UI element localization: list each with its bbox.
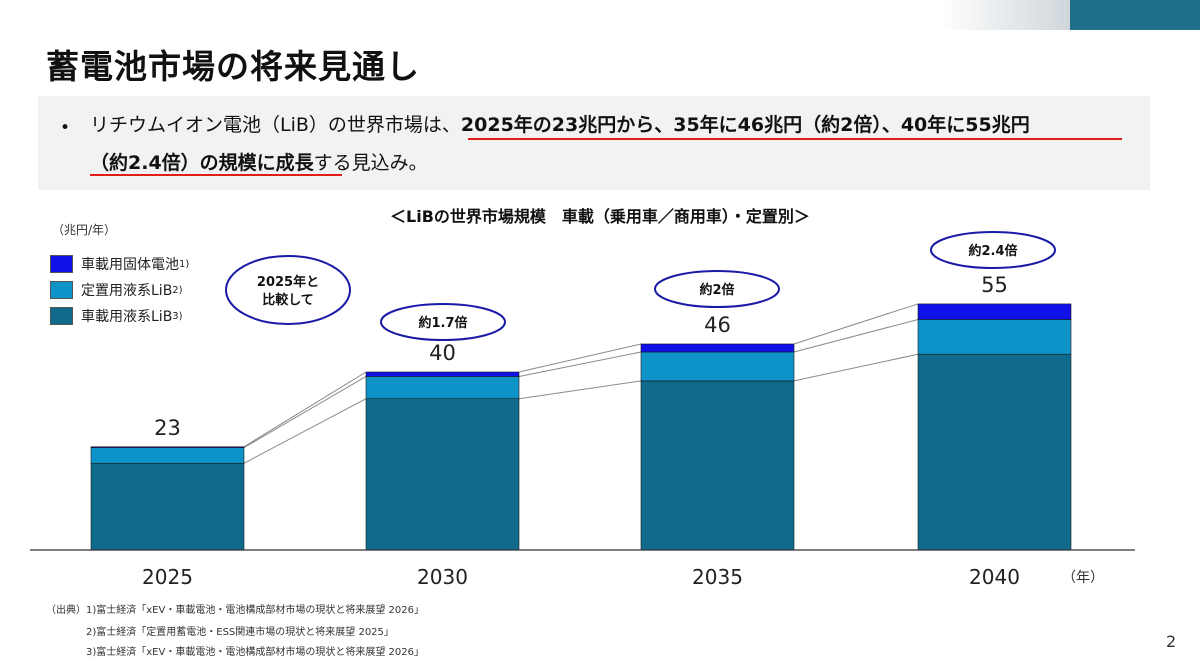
x-tick-2040: 2040 — [969, 565, 1020, 589]
total-label-2030: 40 — [429, 341, 456, 365]
annotation-ellipse-2040 — [930, 231, 1056, 269]
header-gradient-band — [940, 0, 1070, 30]
legend-label-solid-state: 車載用固体電池 — [81, 257, 179, 273]
summary-line-2: （約2.4倍）の規模に成長する見込み。 — [90, 148, 428, 175]
annotation-text-2035: 約2倍 — [699, 282, 734, 298]
legend-label-vehicle: 車載用液系LiB — [81, 309, 173, 325]
bar-2040-series-0 — [917, 353, 1072, 551]
connector-line — [243, 371, 367, 448]
highlight-underline-2 — [90, 174, 342, 176]
connector-line — [518, 380, 642, 400]
legend-note-vehicle: 3) — [172, 310, 183, 322]
connector-line — [518, 351, 642, 377]
source-1: （出典）1)富士経済「xEV・車載電池・電池構成部材市場の現状と将来展望 202… — [46, 605, 424, 616]
bullet: • — [60, 118, 71, 138]
annotation-ellipse-2025 — [225, 255, 351, 325]
page-number: 2 — [1166, 632, 1177, 651]
bar-2040-series-1 — [917, 319, 1072, 355]
bar-2035-series-1 — [640, 351, 795, 382]
legend-swatch-solid-state — [50, 255, 73, 273]
connector-line — [518, 343, 642, 373]
total-label-2025: 23 — [154, 416, 181, 440]
highlight-underline-1 — [468, 138, 1122, 140]
total-label-2040: 55 — [981, 273, 1008, 297]
annotation-ellipse-2035 — [654, 270, 780, 308]
summary-suffix: する見込み。 — [313, 152, 428, 174]
source-3: 3)富士経済「xEV・車載電池・電池構成部材市場の現状と将来展望 2026」 — [86, 647, 424, 658]
bar-2025-series-0 — [90, 462, 245, 551]
annotation-text-2025: 2025年と — [257, 274, 319, 290]
x-tick-2035: 2035 — [692, 565, 743, 589]
legend-note-solid-state: 1) — [179, 258, 190, 270]
legend-label-stationary: 定置用液系LiB — [81, 283, 173, 299]
annotation-text-2040: 約2.4倍 — [968, 243, 1017, 259]
bar-2025-series-2 — [90, 446, 245, 448]
summary-highlight-1: 2025年の23兆円から、35年に46兆円（約2倍）、40年に55兆円 — [460, 114, 1030, 136]
connector-line — [243, 398, 367, 464]
legend-swatch-stationary — [50, 281, 73, 299]
page-title: 蓄電池市場の将来見通し — [46, 47, 420, 86]
connector-line — [793, 353, 919, 382]
bar-2035-series-0 — [640, 380, 795, 551]
bar-2025-series-1 — [90, 447, 245, 464]
summary-prefix: リチウムイオン電池（LiB）の世界市場は、 — [90, 114, 461, 136]
bar-2035-series-2 — [640, 343, 795, 353]
annotation-text-2025: 比較して — [262, 292, 314, 308]
legend-item-vehicle: 車載用液系LiB 3) — [50, 303, 189, 329]
legend: 車載用固体電池 1) 定置用液系LiB 2) 車載用液系LiB 3) — [50, 251, 189, 329]
connector-line — [793, 303, 919, 345]
bar-2030-series-0 — [365, 398, 520, 551]
annotation-ellipse-2030 — [380, 303, 506, 341]
source-2: 2)富士経済「定置用蓄電池・ESS関連市場の現状と将来展望 2025」 — [86, 627, 394, 638]
bar-2030-series-1 — [365, 376, 520, 400]
x-tick-2025: 2025 — [142, 565, 193, 589]
bar-2030-series-2 — [365, 371, 520, 377]
annotation-text-2030: 約1.7倍 — [418, 315, 467, 331]
legend-item-stationary: 定置用液系LiB 2) — [50, 277, 189, 303]
total-label-2035: 46 — [704, 313, 731, 337]
x-unit-label: （年） — [1062, 570, 1104, 586]
connector-line — [243, 376, 367, 449]
summary-line-1: リチウムイオン電池（LiB）の世界市場は、2025年の23兆円から、35年に46… — [90, 110, 1030, 137]
header-accent-block — [1070, 0, 1200, 30]
x-tick-2030: 2030 — [417, 565, 468, 589]
bar-2040-series-2 — [917, 303, 1072, 320]
summary-box: • リチウムイオン電池（LiB）の世界市場は、2025年の23兆円から、35年に… — [38, 96, 1150, 190]
legend-swatch-vehicle — [50, 307, 73, 325]
legend-item-solid-state: 車載用固体電池 1) — [50, 251, 189, 277]
y-unit-label: （兆円/年） — [52, 223, 117, 237]
summary-highlight-2: （約2.4倍）の規模に成長 — [90, 152, 314, 174]
connector-line — [793, 319, 919, 353]
chart-title: ＜LiBの世界市場規模 車載（乗用車／商用車）・定置別＞ — [390, 207, 810, 226]
legend-note-stationary: 2) — [172, 284, 183, 296]
